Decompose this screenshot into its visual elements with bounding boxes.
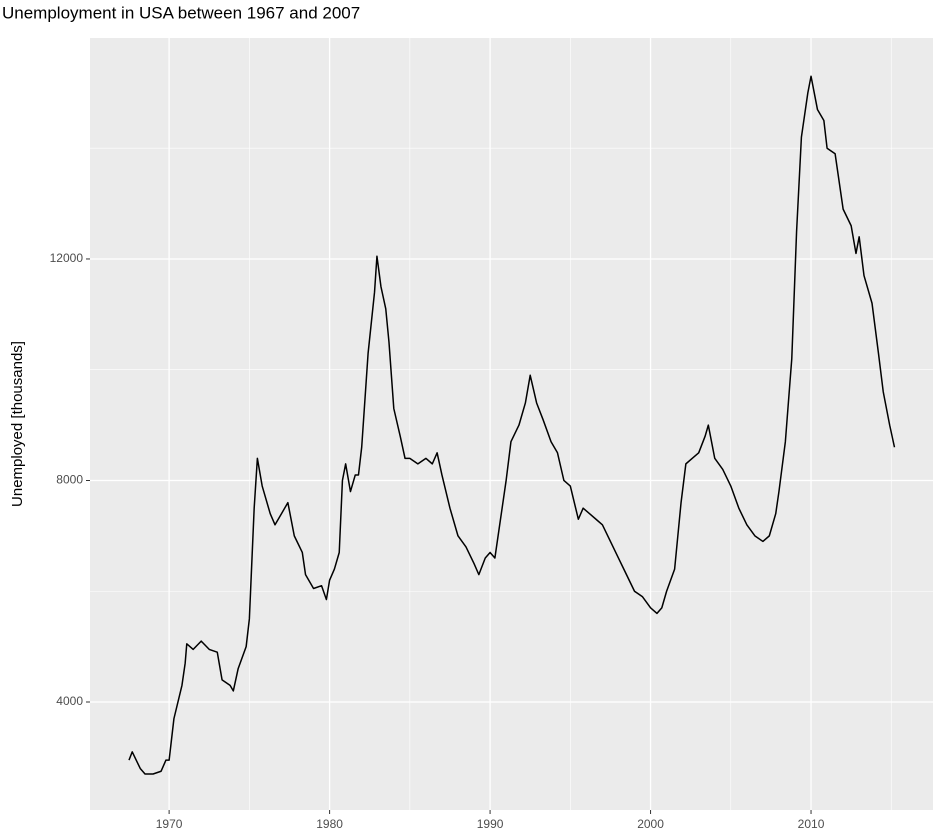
line-series [128, 75, 896, 775]
x-tick-label: 1990 [477, 817, 504, 831]
y-tick-label: 12000 [50, 251, 84, 265]
x-tick-label: 2000 [637, 817, 664, 831]
y-axis-label: Unemployed [thousands] [9, 341, 26, 507]
x-tick-label: 1980 [316, 817, 343, 831]
y-tick-label: 4000 [56, 694, 83, 708]
x-tick-label: 1970 [156, 817, 183, 831]
chart-title: Unemployment in USA between 1967 and 200… [2, 3, 360, 22]
panel [90, 38, 933, 810]
x-tick-label: 2010 [798, 817, 825, 831]
y-tick-label: 8000 [56, 473, 83, 487]
